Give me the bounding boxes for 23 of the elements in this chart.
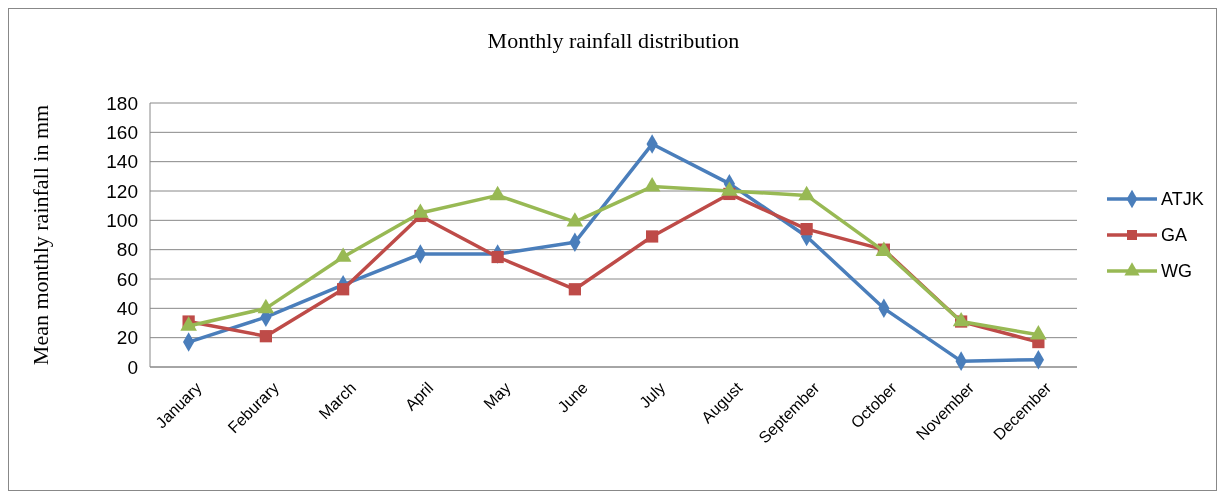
point xyxy=(259,330,272,343)
point xyxy=(646,230,659,243)
legend-label: GA xyxy=(1161,225,1188,246)
y-tick-label: 40 xyxy=(116,297,138,319)
y-tick-label: 100 xyxy=(106,209,138,231)
chart-title: Monthly rainfall distribution xyxy=(487,28,740,53)
y-tick-label: 160 xyxy=(106,121,138,143)
y-tick-label: 120 xyxy=(106,180,138,202)
point xyxy=(800,223,813,236)
y-axis-title: Mean monthly rainfall in mm xyxy=(28,104,53,366)
point xyxy=(337,283,350,296)
point xyxy=(568,283,581,296)
point xyxy=(491,250,504,264)
y-tick-label: 20 xyxy=(116,327,138,349)
y-tick-label: 80 xyxy=(116,239,138,261)
x-tick-label: July xyxy=(636,379,669,412)
y-tick-label: 180 xyxy=(106,92,138,114)
y-tick-label: 0 xyxy=(127,356,138,378)
legend-label: WG xyxy=(1161,261,1192,282)
y-tick-label: 60 xyxy=(116,268,138,290)
y-tick-label: 140 xyxy=(106,151,138,173)
x-tick-label: May xyxy=(480,379,514,413)
legend-label: ATJK xyxy=(1161,189,1204,210)
